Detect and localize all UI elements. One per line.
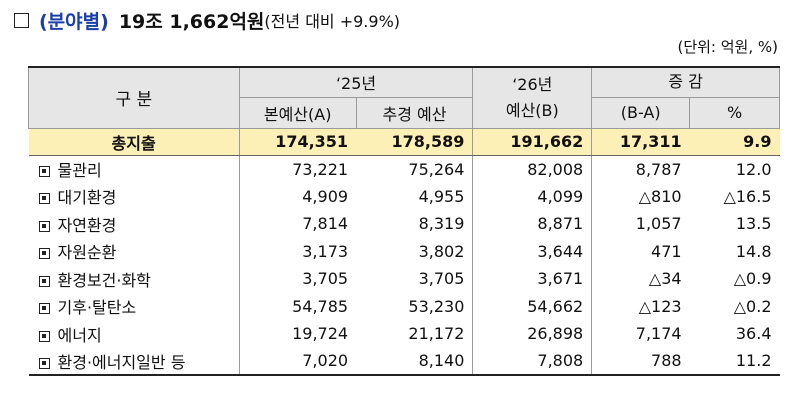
row-name: 대기환경 (29, 183, 240, 211)
row-pct: △0.9 (733, 269, 772, 289)
row-main: 7,814 (238, 210, 357, 238)
row-diff: 788 (591, 347, 690, 376)
row-pct: 14.8 (735, 241, 772, 261)
row-pct: △16.5 (723, 186, 772, 206)
header-percent: % (689, 96, 780, 129)
row-name-label: 기후·탈탄소 (57, 298, 137, 318)
table-row: 자원순환 3,173 3,802 3,644 471 14.8 (29, 237, 780, 266)
header-year26: ‘26년 예산(B) (472, 66, 593, 129)
row-budget26: 26,898 (472, 320, 592, 348)
row-main: 7,020 (238, 347, 357, 376)
table-row: 기후·탈탄소 54,785 53,230 54,662 △123 △0.2 (29, 292, 780, 321)
bullet-square-icon (38, 166, 50, 177)
row-supp: 3,705 (418, 269, 465, 289)
row-supp: 53,230 (408, 296, 465, 316)
row-budget26: 3,671 (472, 265, 592, 293)
row-main: 4,909 (238, 182, 357, 210)
bullet-square-icon (38, 330, 50, 342)
unit-note: (단위: 억원, %) (677, 38, 778, 56)
bullet-square-icon (38, 303, 50, 315)
title-amount: 19조 1,662억원 (118, 10, 265, 33)
row-name: 환경보건·화학 (29, 265, 240, 293)
row-budget26: 8,871 (472, 210, 592, 238)
row-diff: 7,174 (591, 320, 690, 348)
row-budget26: 7,808 (472, 347, 592, 376)
row-main: 19,724 (238, 320, 357, 348)
row-name: 환경·에너지일반 등 (28, 347, 240, 376)
table-row: 에너지 19,724 21,172 26,898 7,174 36.4 (29, 320, 780, 348)
row-main: 73,221 (238, 155, 357, 183)
header-year26-sub: 예산(B) (505, 100, 559, 120)
bullet-square-icon (38, 275, 50, 287)
row-pct: 11.2 (689, 347, 780, 376)
total-pct: 9.9 (689, 127, 780, 156)
total-row: 총지출 174,351 178,589 191,662 17,311 9.9 (28, 127, 780, 156)
header-change: 증 감 (591, 66, 780, 98)
row-main: 3,173 (238, 237, 357, 265)
row-name-label: 환경·에너지일반 등 (57, 352, 186, 372)
bullet-square-icon (38, 220, 50, 232)
header-year26-label: ‘26년 (512, 74, 553, 94)
table-row: 물관리 73,221 75,264 82,008 8,787 12.0 (29, 155, 780, 183)
row-budget26: 3,644 (472, 237, 592, 265)
row-name: 자원순환 (29, 238, 240, 266)
row-main: 54,785 (238, 292, 357, 320)
row-diff: 471 (591, 237, 690, 265)
checkbox-square-icon (14, 12, 29, 28)
row-diff: 8,787 (591, 155, 690, 183)
row-name: 자연환경 (29, 210, 240, 238)
row-name-label: 대기환경 (57, 188, 117, 208)
row-supp: 21,172 (408, 324, 465, 344)
bullet-square-icon (38, 193, 50, 205)
title-comparison: (전년 대비 +9.9%) (264, 12, 401, 31)
budget-table: 구 분 ‘25년 ‘26년 예산(B) 증 감 본예산(A) 추경 예산 (B-… (28, 66, 780, 376)
row-pct: 12.0 (735, 159, 772, 179)
table-row: 환경·에너지일반 등 7,020 8,140 7,808 788 11.2 (28, 347, 780, 376)
row-diff: △34 (591, 265, 690, 293)
title-line: (분야별) 19조 1,662억원 (전년 대비 +9.9%) (14, 4, 400, 36)
row-pct: 36.4 (735, 324, 772, 344)
total-diff: 17,311 (591, 127, 690, 156)
row-budget26: 54,662 (472, 292, 592, 320)
total-budget26: 191,662 (472, 127, 592, 156)
row-name-label: 자원순환 (57, 243, 117, 263)
row-supp: 4,955 (418, 186, 465, 206)
row-diff: △123 (591, 292, 690, 320)
row-name-label: 자연환경 (57, 215, 117, 235)
row-budget26: 82,008 (472, 155, 592, 183)
header-change-label: 증 감 (668, 72, 703, 92)
row-name: 기후·탈탄소 (29, 293, 240, 321)
header-division: 구 분 (28, 66, 240, 129)
row-name: 에너지 (29, 320, 240, 348)
row-diff: △810 (591, 182, 690, 210)
table-row: 자연환경 7,814 8,319 8,871 1,057 13.5 (29, 210, 780, 238)
header-change-sub: (B-A) (591, 96, 691, 129)
table-row: 환경보건·화학 3,705 3,705 3,671 △34 △0.9 (29, 265, 780, 293)
row-pct: △0.2 (733, 296, 772, 316)
row-name-label: 에너지 (57, 325, 102, 345)
header-year25: ‘25년 (238, 66, 474, 98)
total-main: 174,351 (238, 127, 357, 156)
total-label: 총지출 (28, 127, 240, 156)
row-name: 물관리 (29, 155, 240, 183)
table-row: 대기환경 4,909 4,955 4,099 △810 △16.5 (29, 182, 780, 211)
total-supp: 178,589 (356, 127, 473, 156)
row-pct: 13.5 (735, 214, 772, 234)
row-supp: 8,319 (418, 214, 465, 234)
row-main: 3,705 (238, 265, 357, 293)
bullet-square-icon (38, 248, 50, 260)
row-diff: 1,057 (591, 210, 690, 238)
bullet-square-icon (38, 357, 50, 369)
row-name-label: 물관리 (57, 161, 102, 180)
row-supp: 75,264 (408, 159, 465, 179)
row-supp: 3,802 (418, 241, 465, 261)
title-category: (분야별) (39, 10, 109, 33)
row-supp: 8,140 (356, 347, 473, 376)
header-supplementary: 추경 예산 (355, 96, 474, 129)
header-main-budget: 본예산(A) (238, 96, 357, 129)
row-name-label: 환경보건·화학 (57, 270, 151, 290)
row-budget26: 4,099 (472, 182, 592, 210)
